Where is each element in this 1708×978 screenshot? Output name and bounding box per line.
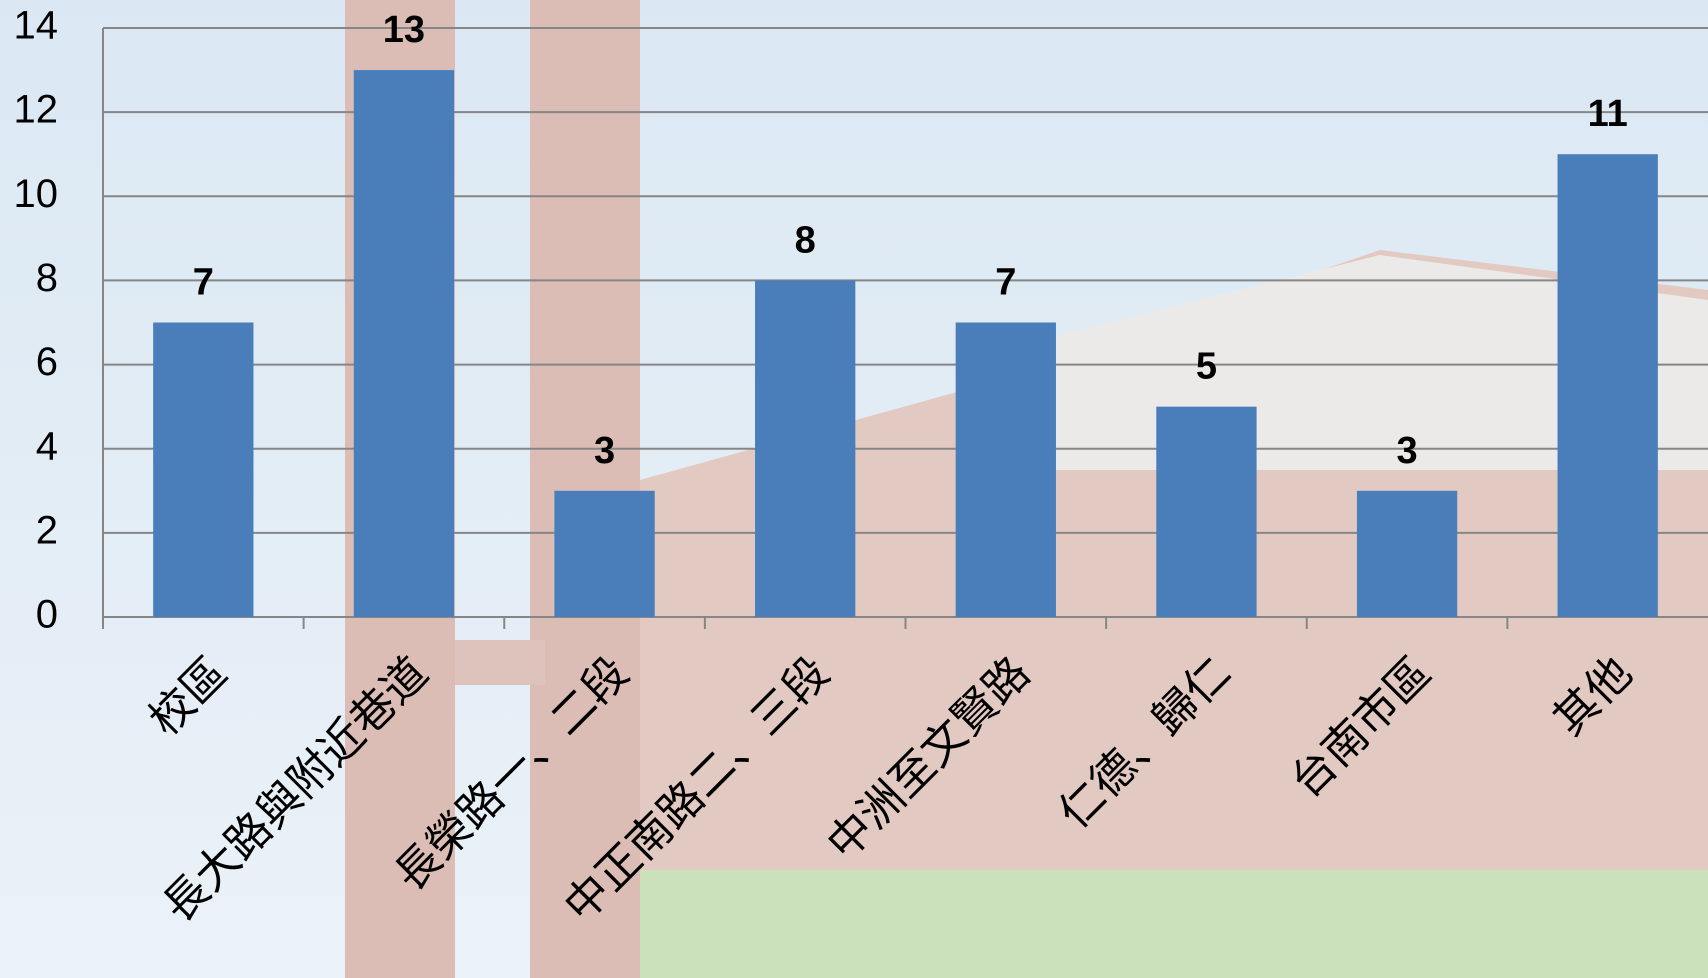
- y-tick-label: 14: [14, 4, 59, 48]
- y-tick-label: 2: [36, 508, 58, 552]
- value-label: 7: [193, 262, 214, 304]
- bar: [153, 322, 254, 617]
- value-label: 8: [795, 219, 816, 261]
- value-label: 13: [383, 9, 425, 51]
- y-tick-label: 4: [36, 424, 58, 468]
- value-label: 3: [1396, 430, 1417, 472]
- value-label: 5: [1196, 346, 1217, 388]
- y-tick-label: 12: [14, 88, 59, 132]
- y-tick-label: 10: [14, 172, 59, 216]
- y-tick-label: 6: [36, 340, 58, 384]
- value-label: 11: [1588, 93, 1628, 135]
- value-label: 7: [995, 262, 1016, 304]
- bar: [1356, 490, 1458, 617]
- bar: [1557, 154, 1658, 617]
- bar: [955, 322, 1056, 617]
- value-label: 3: [594, 430, 615, 472]
- bar: [353, 70, 455, 618]
- y-tick-label: 0: [36, 593, 58, 637]
- bar: [1156, 406, 1257, 617]
- y-tick-label: 8: [36, 256, 58, 300]
- bar: [755, 280, 856, 617]
- bar: [554, 490, 655, 617]
